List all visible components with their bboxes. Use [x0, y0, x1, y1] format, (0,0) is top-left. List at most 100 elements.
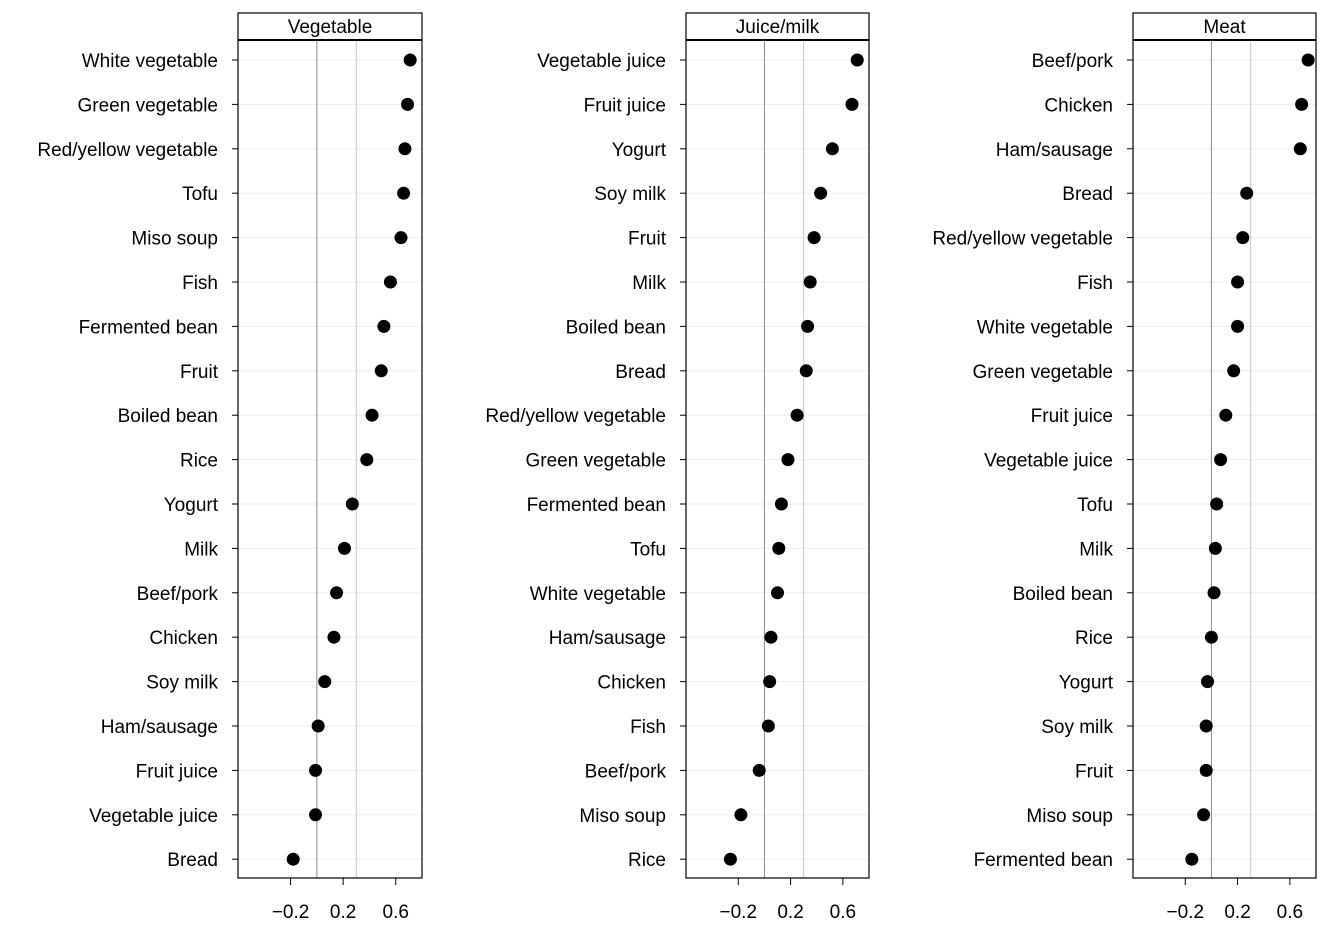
data-point: [1185, 852, 1199, 866]
data-point: [807, 231, 821, 245]
data-point: [1204, 630, 1218, 644]
y-tick-label: Beef/pork: [137, 584, 219, 605]
data-point: [1210, 497, 1224, 511]
panel-title: Meat: [1203, 17, 1246, 38]
y-tick-label: Red/yellow vegetable: [932, 229, 1113, 250]
data-point: [383, 275, 397, 289]
data-point: [365, 408, 379, 422]
y-tick-label: White vegetable: [82, 51, 218, 72]
y-tick-label: Bread: [167, 850, 218, 871]
y-tick-label: Boiled bean: [1013, 584, 1113, 605]
y-tick-label: Chicken: [1044, 95, 1113, 116]
panel-frame: [1132, 12, 1317, 879]
y-tick-label: Fruit: [1075, 761, 1114, 782]
data-point: [327, 630, 341, 644]
y-tick-label: Fermented bean: [974, 850, 1113, 871]
y-tick-label: Red/yellow vegetable: [485, 406, 666, 427]
data-point: [311, 719, 325, 733]
y-tick-label: Fruit: [180, 362, 219, 383]
y-tick-label: Miso soup: [1026, 806, 1113, 827]
data-point: [764, 630, 778, 644]
y-tick-label: Vegetable juice: [984, 451, 1113, 472]
x-tick-label: 0.6: [383, 902, 409, 923]
y-tick-label: Bread: [615, 362, 666, 383]
panel-title: Juice/milk: [736, 17, 820, 38]
data-point: [803, 275, 817, 289]
y-tick-label: Fish: [182, 273, 218, 294]
data-point: [345, 497, 359, 511]
data-point: [286, 852, 300, 866]
data-point: [397, 186, 411, 200]
y-tick-label: Boiled bean: [118, 406, 218, 427]
data-point: [1293, 142, 1307, 156]
data-point: [814, 186, 828, 200]
data-point: [1295, 97, 1309, 111]
data-point: [1219, 408, 1233, 422]
x-tick-label: 0.6: [1277, 902, 1303, 923]
data-point: [781, 453, 795, 467]
data-point: [1201, 675, 1215, 689]
y-tick-label: Miso soup: [131, 229, 218, 250]
data-point: [1199, 763, 1213, 777]
data-point: [1236, 231, 1250, 245]
y-tick-label: Beef/pork: [1032, 51, 1114, 72]
panel-frame: [685, 12, 870, 879]
y-tick-label: Fermented bean: [527, 495, 666, 516]
y-tick-label: Soy milk: [594, 184, 666, 205]
data-point: [374, 364, 388, 378]
data-point: [1231, 319, 1245, 333]
data-point: [1208, 541, 1222, 555]
y-tick-label: Fermented bean: [79, 317, 218, 338]
data-point: [1214, 453, 1228, 467]
x-tick-label: −0.2: [272, 902, 310, 923]
data-point: [394, 231, 408, 245]
data-point: [401, 97, 415, 111]
x-tick-label: 0.6: [830, 902, 856, 923]
y-tick-label: Ham/sausage: [101, 717, 218, 738]
y-tick-label: Vegetable juice: [537, 51, 666, 72]
y-tick-label: Green vegetable: [526, 451, 667, 472]
data-point: [825, 142, 839, 156]
data-point: [360, 453, 374, 467]
data-point: [1240, 186, 1254, 200]
y-tick-label: Boiled bean: [566, 317, 666, 338]
y-tick-label: Ham/sausage: [549, 628, 666, 649]
y-tick-label: White vegetable: [977, 317, 1113, 338]
data-point: [398, 142, 412, 156]
data-point: [845, 97, 859, 111]
x-tick-label: 0.2: [777, 902, 803, 923]
x-tick-label: 0.2: [330, 902, 356, 923]
y-tick-label: Rice: [628, 850, 666, 871]
data-point: [752, 763, 766, 777]
y-tick-label: Bread: [1062, 184, 1113, 205]
y-tick-label: Soy milk: [1041, 717, 1113, 738]
data-point: [723, 852, 737, 866]
data-point: [1227, 364, 1241, 378]
y-tick-label: Fish: [1077, 273, 1113, 294]
data-point: [761, 719, 775, 733]
data-point: [774, 497, 788, 511]
y-tick-label: Fruit: [628, 229, 667, 250]
y-tick-label: Yogurt: [164, 495, 219, 516]
y-tick-label: Green vegetable: [78, 95, 219, 116]
y-tick-label: Tofu: [630, 539, 666, 560]
data-point: [309, 808, 323, 822]
y-tick-label: Fruit juice: [584, 95, 666, 116]
data-point: [799, 364, 813, 378]
x-tick-label: −0.2: [1167, 902, 1205, 923]
y-tick-label: Soy milk: [146, 673, 218, 694]
y-tick-label: Rice: [180, 451, 218, 472]
data-point: [734, 808, 748, 822]
y-tick-label: Yogurt: [612, 140, 667, 161]
y-tick-label: Beef/pork: [585, 761, 667, 782]
panel-title: Vegetable: [288, 17, 373, 38]
y-tick-label: Fruit juice: [1031, 406, 1113, 427]
data-point: [850, 53, 864, 67]
panel-frame: [237, 12, 423, 879]
panel-meat: Meat Beef/pork Chicken Ham/sausage Bread Red/…: [932, 12, 1317, 923]
panel-vegetable: Vegetable White vegetable Green vegetable R…: [37, 12, 423, 923]
y-tick-label: Yogurt: [1059, 673, 1114, 694]
panel-juice-milk: Juice/milk Vegetable juice Fruit juice Yogu…: [485, 12, 870, 923]
